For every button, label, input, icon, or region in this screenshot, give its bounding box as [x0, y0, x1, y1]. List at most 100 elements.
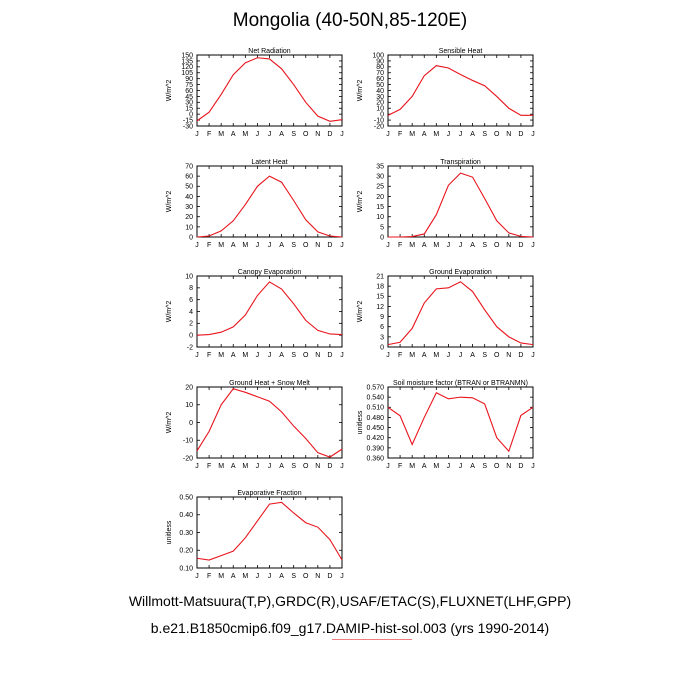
x-tick-label: N	[315, 352, 320, 359]
x-tick-label: O	[494, 131, 500, 138]
x-tick-label: A	[231, 131, 236, 138]
x-tick-label: J	[386, 131, 390, 138]
series-line	[196, 175, 343, 238]
y-tick-label: 0.510	[366, 405, 384, 412]
y-axis-label: W/m^2	[357, 80, 364, 102]
x-tick-label: S	[482, 242, 487, 249]
y-axis-label: W/m^2	[166, 80, 173, 102]
x-tick-label: M	[433, 131, 439, 138]
y-tick-label: 15	[185, 106, 193, 113]
x-tick-label: S	[291, 242, 296, 249]
y-tick-label: 20	[185, 214, 193, 221]
x-tick-label: A	[231, 352, 236, 359]
x-tick-label: F	[207, 463, 211, 470]
x-tick-label: J	[386, 352, 390, 359]
x-tick-label: N	[506, 463, 511, 470]
y-tick-label: 90	[376, 58, 384, 65]
x-tick-label: O	[494, 352, 500, 359]
panel-title: Latent Heat	[251, 159, 287, 166]
series-line	[196, 388, 343, 458]
x-tick-label: D	[518, 463, 523, 470]
plot-frame	[196, 386, 343, 459]
x-tick-label: M	[218, 242, 224, 249]
y-tick-label: 45	[185, 94, 193, 101]
series-line	[196, 281, 343, 336]
plot-frame	[196, 496, 343, 569]
x-tick-label: N	[506, 131, 511, 138]
x-tick-label: A	[422, 352, 427, 359]
y-tick-label: 0.540	[366, 395, 384, 402]
x-tick-label: N	[315, 573, 320, 580]
x-tick-label: M	[218, 131, 224, 138]
x-tick-label: J	[268, 131, 272, 138]
y-tick-label: 0.480	[366, 415, 384, 422]
plot-frame	[387, 275, 534, 348]
y-tick-label: 2	[189, 321, 193, 328]
x-tick-label: J	[195, 573, 199, 580]
x-tick-label: F	[207, 573, 211, 580]
x-tick-label: A	[470, 463, 475, 470]
y-tick-label: 0	[189, 333, 193, 340]
y-tick-label: 15	[376, 204, 384, 211]
chart-panel-7: Soil moisture factor (BTRAN or BTRANMN) u…	[357, 380, 535, 470]
x-tick-label: M	[433, 352, 439, 359]
panel-title: Canopy Evaporation	[238, 269, 302, 276]
y-tick-label: 10	[185, 402, 193, 409]
y-tick-label: 21	[376, 273, 384, 280]
y-tick-label: 10	[376, 214, 384, 221]
y-tick-label: 135	[181, 58, 193, 65]
x-tick-label: J	[459, 463, 463, 470]
x-tick-label: S	[291, 463, 296, 470]
y-tick-label: 0.10	[179, 565, 193, 572]
x-tick-label: J	[340, 352, 344, 359]
y-tick-label: 30	[185, 100, 193, 107]
x-tick-label: A	[470, 131, 475, 138]
x-tick-label: J	[386, 242, 390, 249]
x-tick-label: J	[195, 463, 199, 470]
y-axis-label: W/m^2	[166, 412, 173, 434]
x-tick-label: F	[398, 352, 402, 359]
x-tick-label: J	[386, 463, 390, 470]
x-tick-label: N	[315, 131, 320, 138]
chart-panel-1: Sensible Heat W/m^2 -20-100102030405060708…	[357, 48, 535, 138]
y-tick-label: 6	[189, 297, 193, 304]
y-tick-label: 4	[189, 309, 193, 316]
x-tick-label: A	[231, 573, 236, 580]
series-line	[196, 57, 343, 122]
y-axis-label: W/m^2	[357, 301, 364, 323]
x-tick-label: M	[242, 573, 248, 580]
x-tick-label: O	[303, 463, 309, 470]
y-tick-label: -15	[183, 117, 193, 124]
y-tick-label: 40	[185, 194, 193, 201]
x-tick-label: A	[422, 463, 427, 470]
y-tick-label: 0.360	[366, 455, 384, 462]
y-tick-label: 10	[185, 224, 193, 231]
x-tick-label: J	[459, 352, 463, 359]
x-tick-label: D	[518, 352, 523, 359]
y-tick-label: 0.50	[179, 494, 193, 501]
x-tick-label: F	[398, 463, 402, 470]
footer-case-name: b.e21.B1850cmip6.f09_g17.DAMIP-hist-sol.…	[150, 620, 550, 636]
x-tick-label: J	[340, 131, 344, 138]
y-tick-label: 40	[376, 88, 384, 95]
chart-panel-8: Evaporative Fraction unitless 0.10 0.20 0.30…	[166, 490, 344, 580]
y-tick-label: 12	[376, 304, 384, 311]
x-tick-label: M	[218, 352, 224, 359]
y-tick-label: 15	[376, 294, 384, 301]
y-tick-label: 120	[181, 64, 193, 71]
y-tick-label: 0.450	[366, 425, 384, 432]
x-tick-label: D	[327, 573, 332, 580]
x-tick-label: O	[303, 242, 309, 249]
y-axis-label: unitless	[357, 410, 364, 434]
y-tick-label: 30	[185, 204, 193, 211]
series-line	[387, 65, 533, 116]
x-tick-label: M	[433, 463, 439, 470]
x-tick-label: A	[231, 242, 236, 249]
y-tick-label: 150	[181, 52, 193, 59]
y-tick-label: -10	[183, 438, 193, 445]
x-tick-label: J	[195, 352, 199, 359]
x-tick-label: J	[268, 573, 272, 580]
x-tick-label: J	[268, 463, 272, 470]
y-tick-label: 18	[376, 284, 384, 291]
y-tick-label: 3	[380, 334, 384, 341]
